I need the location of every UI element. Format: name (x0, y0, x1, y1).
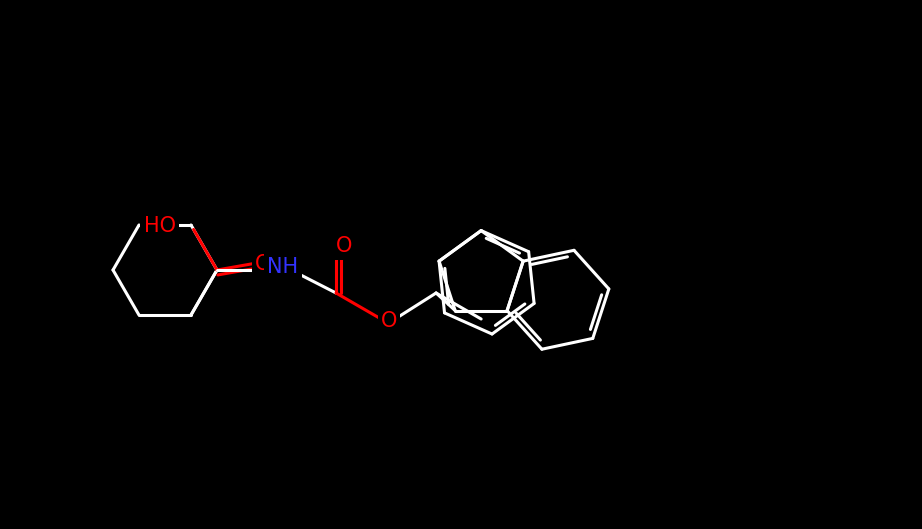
Text: NH: NH (267, 257, 299, 277)
Text: O: O (254, 254, 271, 273)
Text: HO: HO (144, 216, 175, 236)
Text: O: O (381, 311, 397, 331)
Text: O: O (336, 236, 352, 257)
